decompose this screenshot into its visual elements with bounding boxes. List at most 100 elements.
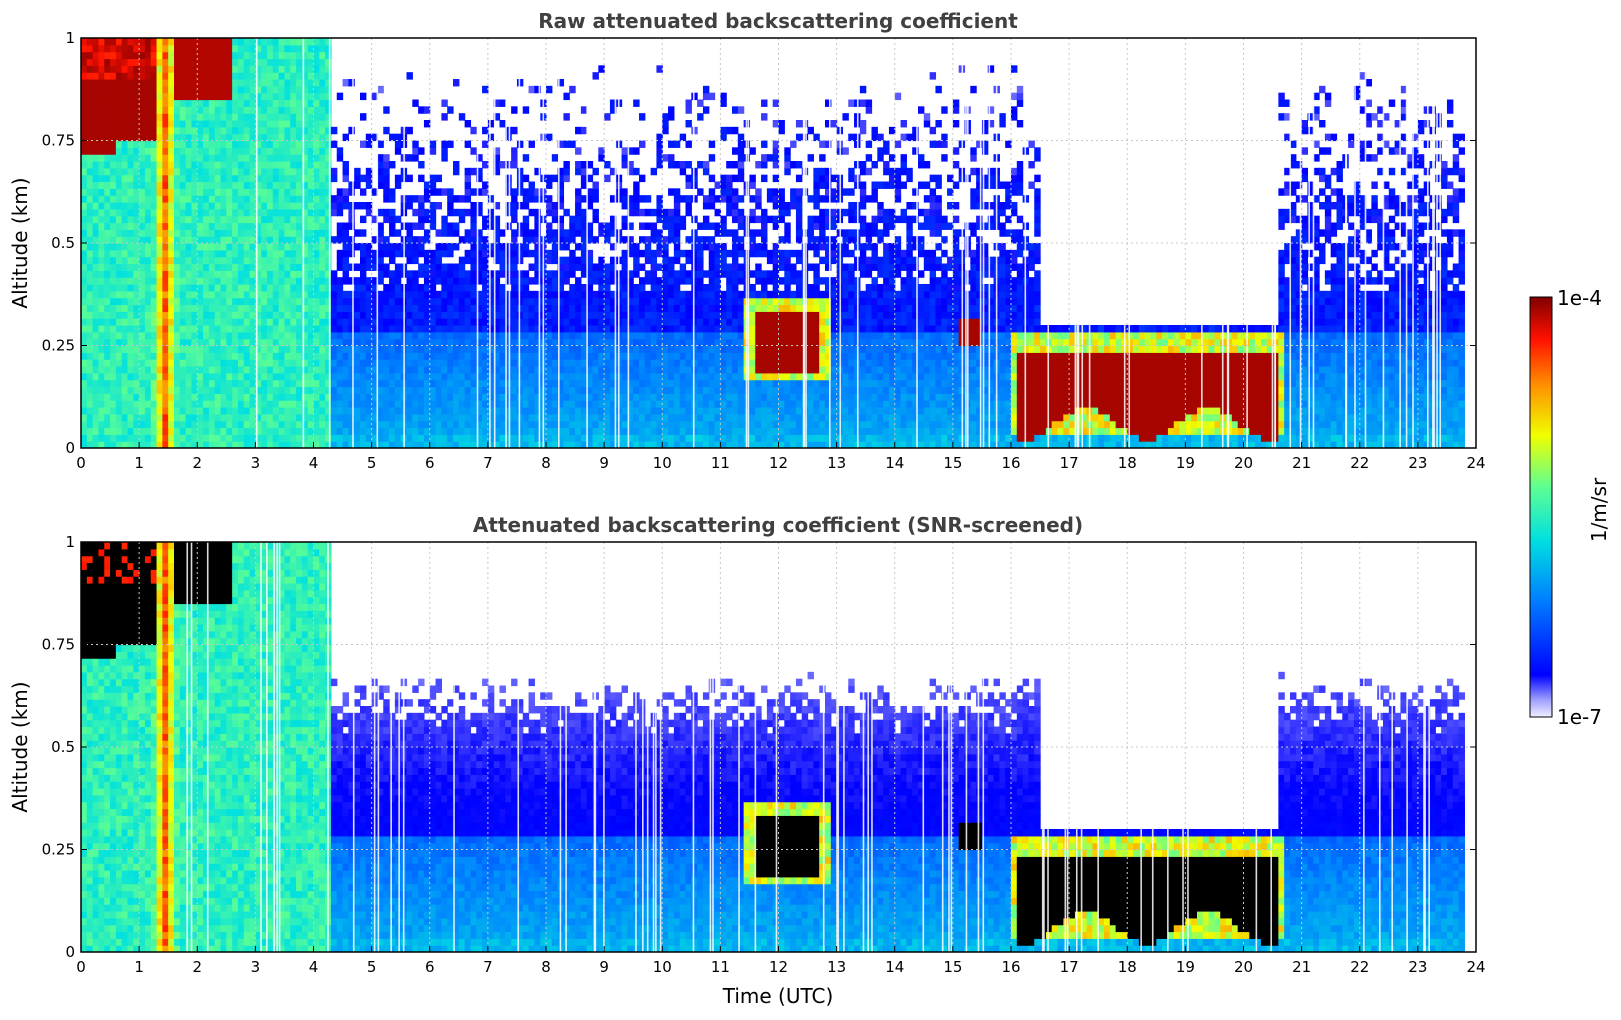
raw-heatmap-cell	[301, 407, 309, 415]
raw-heatmap-cell	[220, 195, 227, 203]
raw-heatmap-cell	[127, 366, 134, 374]
raw-heatmap-cell	[377, 311, 384, 319]
raw-heatmap-cell	[313, 318, 320, 326]
raw-heatmap-cell	[243, 379, 251, 388]
raw-heatmap-cell	[389, 359, 396, 367]
raw-heatmap-cell	[423, 345, 431, 353]
raw-heatmap-cell	[179, 270, 187, 278]
raw-heatmap-cell	[133, 359, 140, 367]
raw-heatmap-cell	[458, 215, 466, 224]
raw-heatmap-cell	[261, 167, 268, 176]
raw-heatmap-cell	[156, 338, 163, 347]
raw-heatmap-cell	[144, 202, 152, 210]
raw-heatmap-cell	[377, 208, 384, 217]
raw-heatmap-cell	[423, 208, 431, 217]
raw-heatmap-cell	[174, 400, 181, 408]
raw-heatmap-cell	[418, 331, 425, 340]
raw-heatmap-cell	[319, 106, 326, 114]
raw-heatmap-cell	[272, 311, 280, 319]
raw-heatmap-cell	[650, 222, 658, 230]
raw-heatmap-cell	[174, 359, 181, 367]
raw-heatmap-cell	[104, 38, 111, 46]
raw-heatmap-cell	[191, 331, 198, 340]
raw-heatmap-cell	[144, 359, 152, 367]
raw-heatmap-cell	[383, 181, 390, 189]
raw-heatmap-cell	[656, 420, 663, 429]
raw-heatmap-cell	[493, 215, 501, 224]
raw-heatmap-cell	[243, 58, 251, 66]
raw-heatmap-cell	[487, 208, 495, 217]
raw-heatmap-cell	[110, 290, 117, 299]
raw-heatmap-cell	[185, 167, 193, 176]
raw-heatmap-cell	[476, 249, 483, 258]
raw-heatmap-cell	[505, 372, 512, 381]
raw-heatmap-cell	[296, 311, 303, 319]
raw-heatmap-cell	[511, 243, 518, 251]
raw-heatmap-cell	[377, 277, 384, 285]
raw-heatmap-cell	[133, 44, 140, 53]
raw-heatmap-cell	[174, 434, 181, 442]
raw-heatmap-cell	[179, 386, 187, 394]
raw-heatmap-cell	[313, 441, 320, 448]
raw-heatmap-cell	[272, 372, 280, 381]
raw-heatmap-cell	[673, 359, 681, 367]
raw-heatmap-cell	[272, 284, 280, 292]
raw-heatmap-cell	[557, 263, 565, 271]
raw-heatmap-cell	[203, 331, 210, 340]
raw-heatmap-cell	[144, 113, 152, 121]
raw-heatmap-cell	[435, 277, 442, 285]
raw-heatmap-cell	[121, 441, 129, 448]
raw-heatmap-cell	[383, 366, 390, 374]
raw-heatmap-cell	[144, 72, 152, 80]
raw-heatmap-cell	[98, 188, 105, 196]
raw-heatmap-cell	[127, 215, 134, 224]
raw-heatmap-cell	[86, 297, 94, 306]
raw-heatmap-cell	[313, 284, 320, 292]
raw-heatmap-cell	[493, 229, 501, 237]
raw-heatmap-cell	[668, 372, 675, 381]
raw-heatmap-cell	[604, 379, 611, 388]
raw-heatmap-cell	[639, 441, 646, 448]
raw-heatmap-cell	[81, 420, 88, 429]
raw-heatmap-cell	[133, 345, 140, 353]
raw-heatmap-cell	[179, 359, 187, 367]
raw-heatmap-cell	[86, 236, 94, 244]
raw-heatmap-cell	[435, 325, 442, 333]
raw-heatmap-cell	[557, 413, 565, 422]
raw-heatmap-cell	[110, 386, 117, 394]
raw-heatmap-cell	[708, 434, 716, 442]
raw-heatmap-cell	[406, 72, 413, 80]
raw-heatmap-cell	[470, 243, 477, 251]
raw-heatmap-cell	[505, 249, 512, 258]
raw-heatmap-cell	[301, 263, 309, 271]
raw-heatmap-cell	[127, 318, 134, 326]
raw-heatmap-cell	[348, 181, 355, 189]
raw-heatmap-cell	[139, 249, 146, 258]
raw-heatmap-cell	[662, 393, 669, 401]
raw-heatmap-cell	[487, 393, 495, 401]
raw-heatmap-cell	[639, 208, 646, 217]
raw-heatmap-cell	[546, 297, 553, 306]
raw-heatmap-cell	[418, 208, 425, 217]
raw-heatmap-cell	[365, 386, 373, 394]
raw-heatmap-cell	[644, 434, 652, 442]
raw-heatmap-cell	[580, 167, 588, 176]
raw-heatmap-cell	[185, 188, 193, 196]
raw-heatmap-cell	[447, 345, 454, 353]
raw-heatmap-cell	[528, 188, 535, 196]
raw-heatmap-cell	[278, 372, 286, 381]
raw-heatmap-cell	[220, 58, 227, 66]
raw-heatmap-cell	[383, 331, 390, 340]
raw-heatmap-cell	[267, 297, 274, 306]
raw-heatmap-cell	[168, 386, 175, 394]
raw-heatmap-cell	[162, 386, 169, 394]
raw-heatmap-cell	[133, 393, 140, 401]
raw-heatmap-cell	[261, 99, 268, 107]
raw-heatmap-cell	[679, 366, 687, 374]
raw-heatmap-cell	[237, 345, 245, 353]
raw-heatmap-cell	[697, 236, 704, 244]
raw-heatmap-cell	[528, 400, 535, 408]
raw-heatmap-cell	[81, 243, 88, 251]
raw-heatmap-cell	[150, 44, 158, 53]
raw-heatmap-cell	[272, 133, 280, 142]
